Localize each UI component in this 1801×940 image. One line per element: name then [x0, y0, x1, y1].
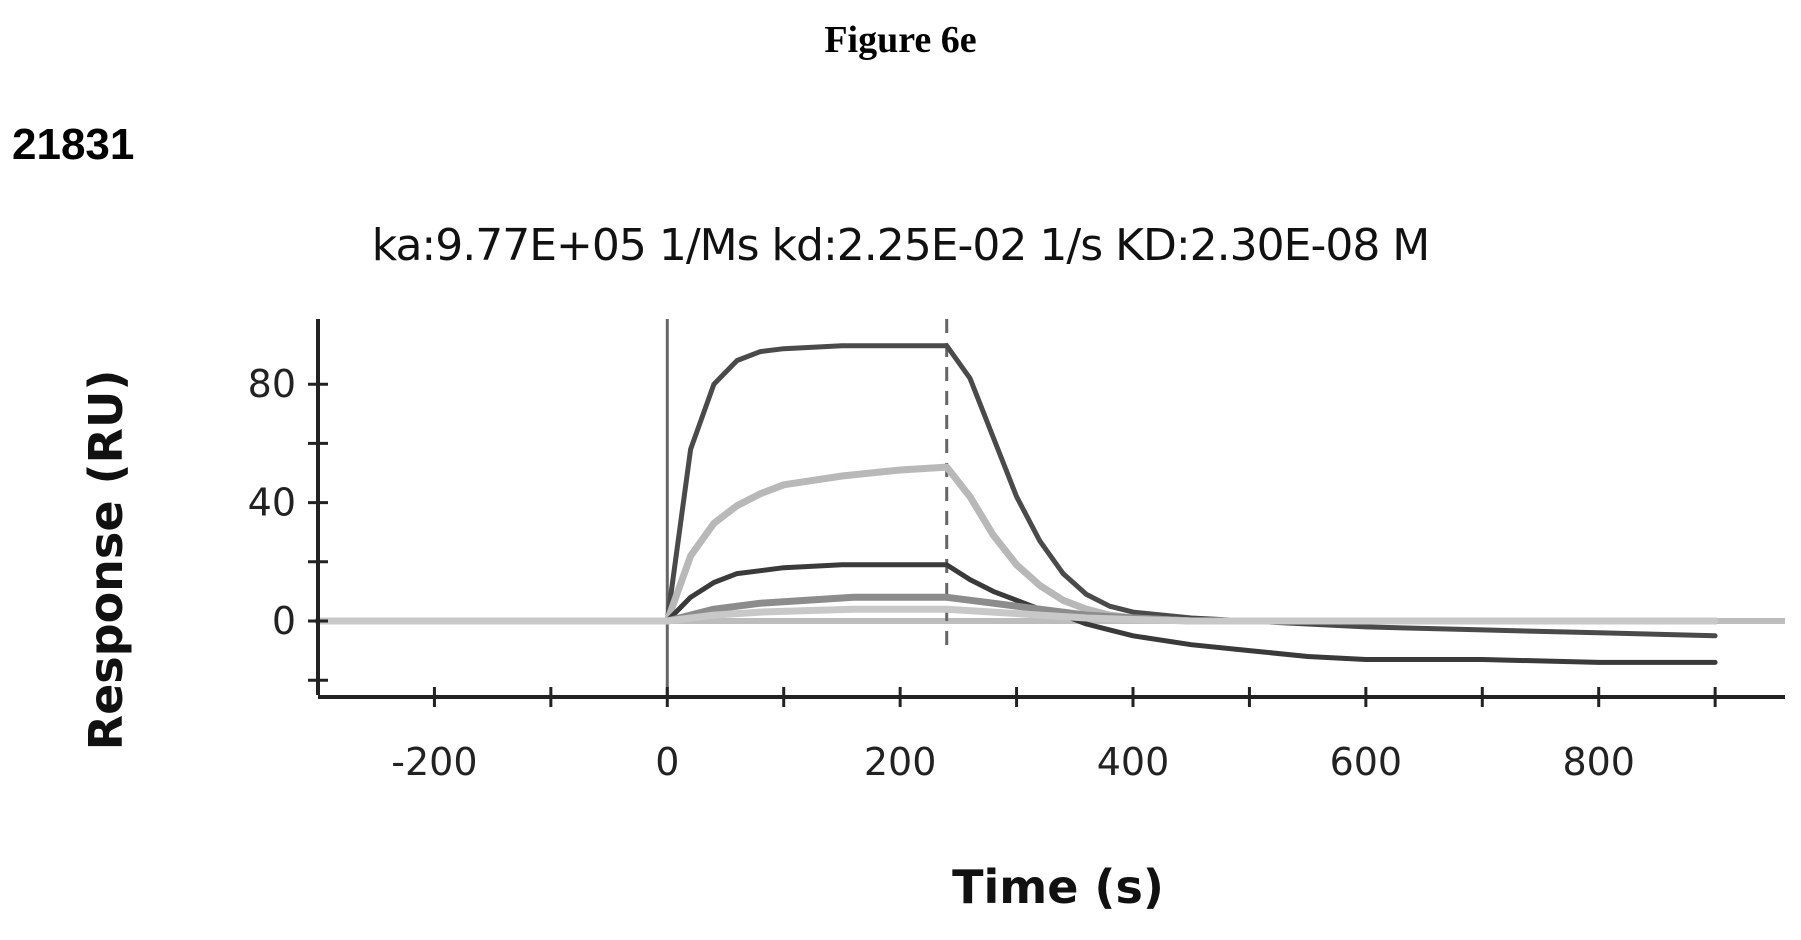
- x-tick-label: 600: [1330, 740, 1403, 784]
- kinetics-parameters: ka:9.77E+05 1/Ms kd:2.25E-02 1/s KD:2.30…: [371, 220, 1431, 271]
- series-line-5: [314, 605, 1719, 625]
- series-layer: [314, 319, 1785, 695]
- y-axis-title: Response (RU): [79, 370, 133, 751]
- x-axis-title: Time (s): [952, 860, 1164, 914]
- y-tick-label: 80: [248, 362, 296, 406]
- axis-layer: 0 40 80 -200 0 200 400 600 800: [248, 319, 1785, 784]
- sample-id: 21831: [12, 120, 135, 169]
- x-tick-label: -200: [391, 740, 477, 784]
- y-tick-label: 0: [272, 599, 296, 643]
- x-tick-label: 400: [1097, 740, 1170, 784]
- y-tick-label: 40: [248, 481, 296, 525]
- x-tick-label: 0: [655, 740, 679, 784]
- x-tick-label: 200: [864, 740, 937, 784]
- series-line-1: [315, 343, 1718, 639]
- figure-label: Figure 6e: [824, 19, 977, 61]
- series-line-3: [315, 562, 1718, 665]
- x-tick-label: 800: [1562, 740, 1635, 784]
